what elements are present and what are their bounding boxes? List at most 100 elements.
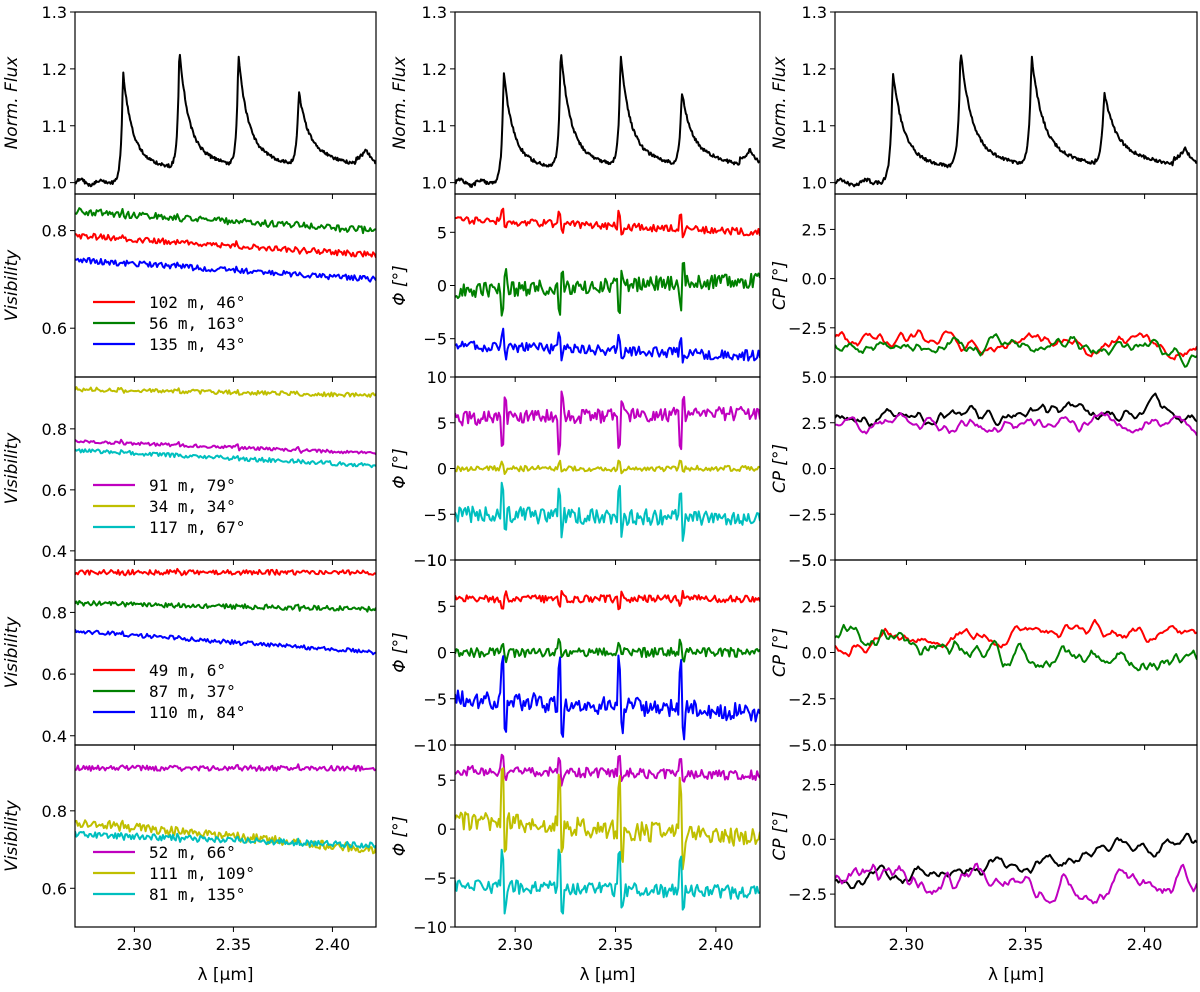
x-tick-label: 2.40 xyxy=(698,935,734,954)
y-tick-label: −10 xyxy=(413,736,447,755)
series-line-cp3-0 xyxy=(835,618,1197,658)
series-line-vis3-2 xyxy=(75,629,376,656)
y-tick-label: 2.5 xyxy=(802,775,827,794)
axes-frame-cp1 xyxy=(834,193,1198,378)
y-tick-label: 0 xyxy=(437,277,447,296)
y-tick-label: 0.6 xyxy=(42,319,67,338)
legend-entry: 34 m, 34° xyxy=(149,497,236,516)
y-axis-label-vis1: Visibility xyxy=(2,249,22,322)
y-tick-label: −2.5 xyxy=(788,319,827,338)
series-line-phi1-0 xyxy=(455,207,760,239)
series-line-cp3-1 xyxy=(835,623,1197,672)
series-line-phi2-2 xyxy=(455,481,760,542)
axes-frame-vis4 xyxy=(74,744,377,928)
series-line-phi4-0 xyxy=(455,753,760,787)
series-line-vis1-0 xyxy=(75,232,376,258)
y-axis-label-flux: Norm. Flux xyxy=(770,56,790,150)
legend-entry: 91 m, 79° xyxy=(149,476,236,495)
y-tick-label: 0.4 xyxy=(42,727,67,746)
y-tick-label: 0.0 xyxy=(802,644,827,663)
y-tick-label: 10 xyxy=(427,368,447,387)
y-tick-label: 0.0 xyxy=(802,270,827,289)
y-tick-label: 2.5 xyxy=(802,220,827,239)
y-tick-label: −5 xyxy=(423,869,447,888)
y-tick-label: 0.8 xyxy=(42,603,67,622)
y-axis-label-cp2: CP [°] xyxy=(770,444,790,493)
series-line-phi1-1 xyxy=(455,261,760,317)
y-axis-label-vis3: Visibility xyxy=(2,616,22,689)
axes-frame-cp4 xyxy=(834,744,1198,928)
series-line-vis2-0 xyxy=(75,438,376,456)
series-line-cp4-1 xyxy=(835,862,1197,905)
y-axis-label-cp3: CP [°] xyxy=(770,628,790,677)
y-tick-label: 0.6 xyxy=(42,481,67,500)
y-tick-label: 1.2 xyxy=(42,60,67,79)
series-line-vis3-1 xyxy=(75,600,376,613)
y-tick-label: 5 xyxy=(437,597,447,616)
y-tick-label: −5 xyxy=(423,690,447,709)
y-tick-label: −5.0 xyxy=(788,736,827,755)
axes-frame-phi4 xyxy=(454,744,761,928)
y-tick-label: 0.6 xyxy=(42,665,67,684)
y-tick-label: 1.3 xyxy=(422,3,447,22)
series-line-flux-0 xyxy=(455,54,760,188)
y-axis-label-phi3: Φ [°] xyxy=(390,632,410,673)
x-tick-label: 2.30 xyxy=(117,935,153,954)
legend-entry: 135 m, 43° xyxy=(149,335,245,354)
y-axis-label-vis2: Visibility xyxy=(2,432,22,505)
y-tick-label: 10 xyxy=(427,551,447,570)
legend-entry: 102 m, 46° xyxy=(149,293,245,312)
y-tick-label: 1.1 xyxy=(422,117,447,136)
x-axis-label: λ [μm] xyxy=(197,965,253,985)
y-tick-label: −5 xyxy=(423,505,447,524)
y-tick-label: −10 xyxy=(413,551,447,570)
y-tick-label: 2.5 xyxy=(802,597,827,616)
series-line-cp2-0 xyxy=(835,392,1197,428)
y-tick-label: 2.5 xyxy=(802,414,827,433)
axes-frame-flux xyxy=(834,11,1198,195)
series-line-flux-0 xyxy=(835,54,1197,188)
series-line-phi2-0 xyxy=(455,390,760,456)
y-tick-label: 0.0 xyxy=(802,830,827,849)
axes-frame-flux xyxy=(454,11,761,195)
y-axis-label-flux: Norm. Flux xyxy=(2,56,22,150)
y-tick-label: −10 xyxy=(413,918,447,937)
series-line-phi2-1 xyxy=(455,459,760,475)
y-tick-label: 5.0 xyxy=(802,368,827,387)
y-tick-label: 0.0 xyxy=(802,460,827,479)
legend-entry: 117 m, 67° xyxy=(149,518,245,537)
y-tick-label: 1.2 xyxy=(802,60,827,79)
y-tick-label: 1.1 xyxy=(802,117,827,136)
y-tick-label: 1.0 xyxy=(42,174,67,193)
series-line-phi3-2 xyxy=(455,654,760,741)
y-axis-label-cp1: CP [°] xyxy=(770,261,790,310)
y-tick-label: 1.1 xyxy=(42,117,67,136)
y-tick-label: 1.3 xyxy=(802,3,827,22)
x-tick-label: 2.30 xyxy=(497,935,533,954)
series-line-cp1-1 xyxy=(835,333,1197,368)
y-axis-label-phi2: Φ [°] xyxy=(390,448,410,489)
x-tick-label: 2.35 xyxy=(598,935,634,954)
y-tick-label: 5 xyxy=(437,414,447,433)
y-tick-label: 0.6 xyxy=(42,879,67,898)
legend-entry: 111 m, 109° xyxy=(149,864,255,883)
series-line-cp2-1 xyxy=(835,411,1197,436)
y-tick-label: −2.5 xyxy=(788,505,827,524)
y-axis-label-phi4: Φ [°] xyxy=(390,816,410,857)
y-tick-label: 1.3 xyxy=(42,3,67,22)
y-axis-label-flux: Norm. Flux xyxy=(390,56,410,150)
x-axis-label: λ [μm] xyxy=(579,965,635,985)
series-line-phi4-1 xyxy=(455,767,760,871)
y-tick-label: 0.8 xyxy=(42,222,67,241)
y-axis-label-vis4: Visibility xyxy=(2,799,22,872)
y-tick-label: −5 xyxy=(423,330,447,349)
series-line-vis4-0 xyxy=(75,763,376,772)
y-tick-label: 1.0 xyxy=(802,174,827,193)
y-tick-label: 0 xyxy=(437,460,447,479)
legend-entry: 110 m, 84° xyxy=(149,703,245,722)
series-line-flux-0 xyxy=(75,53,376,188)
series-line-phi4-2 xyxy=(455,848,760,915)
series-line-phi3-0 xyxy=(455,589,760,611)
series-line-vis1-2 xyxy=(75,257,376,283)
